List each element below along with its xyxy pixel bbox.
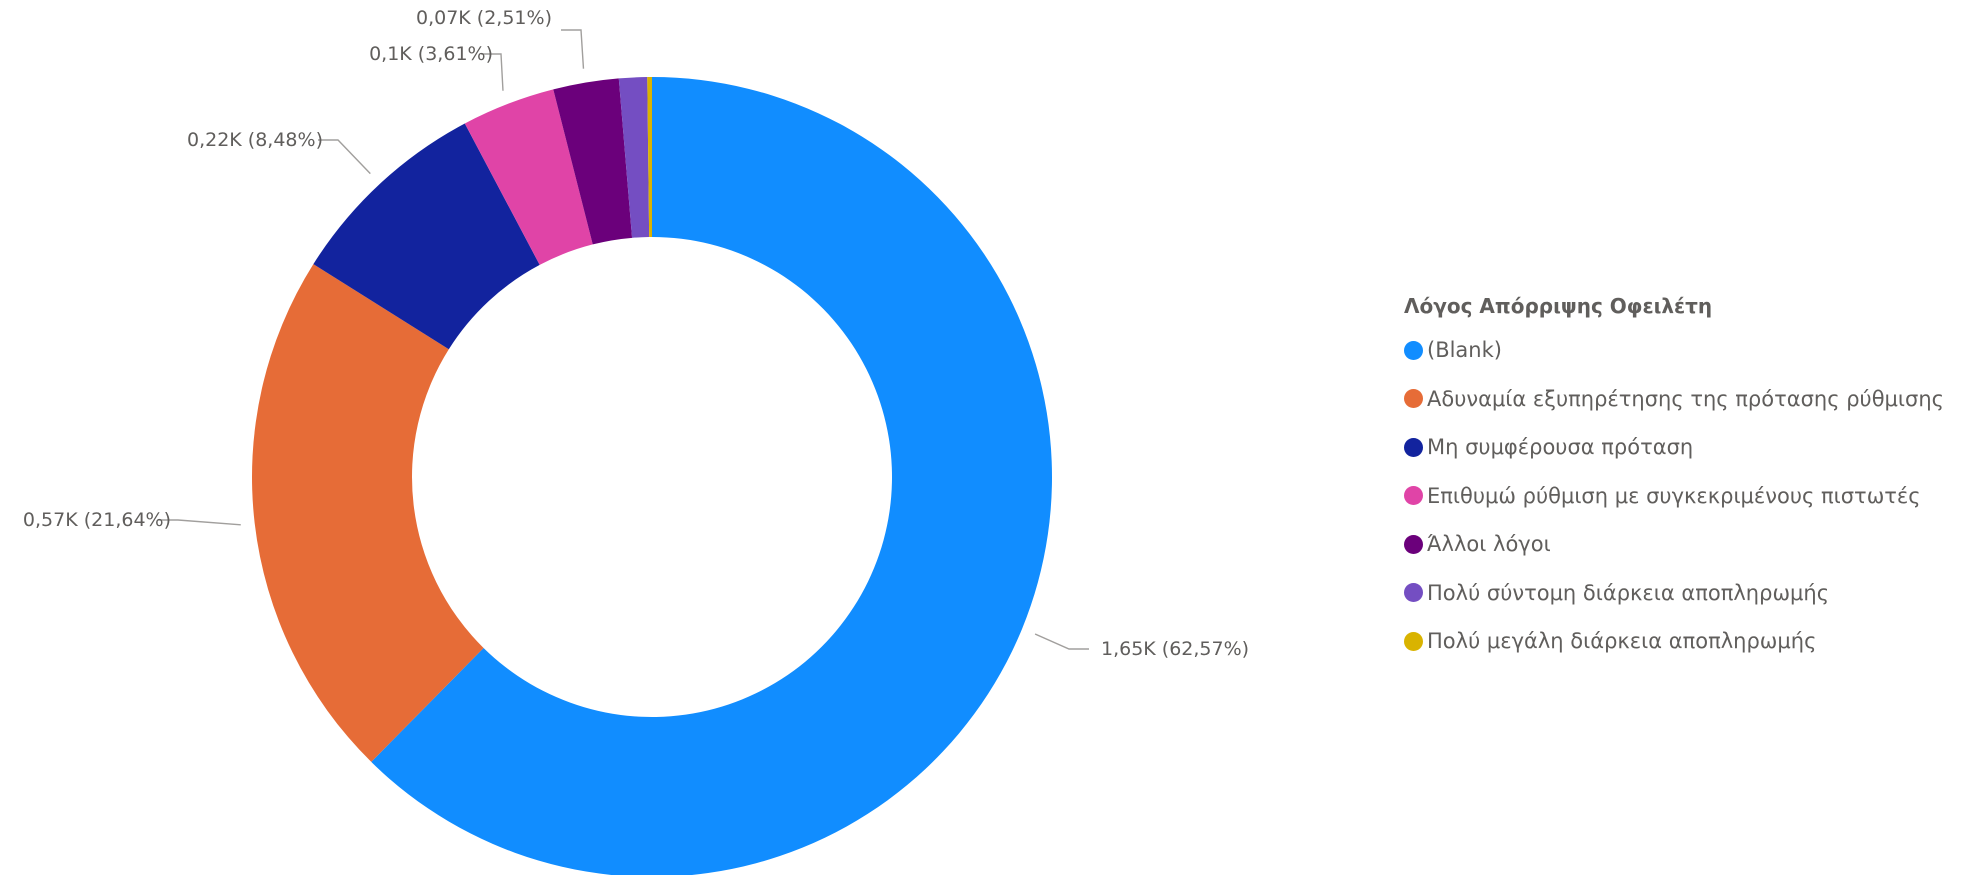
legend-item-5[interactable]: Πολύ σύντομη διάρκεια αποπληρωμής (1404, 569, 1944, 618)
legend-item-label: Αδυναμία εξυπηρέτησης της πρότασης ρύθμι… (1427, 386, 1944, 411)
donut-slice-3[interactable] (464, 89, 593, 265)
legend-marker-icon (1404, 583, 1423, 603)
data-label-0: 1,65K (62,57%) (1101, 638, 1249, 660)
legend-marker-icon (1404, 389, 1423, 409)
legend-marker-icon (1404, 631, 1423, 651)
leader-line-2 (318, 139, 371, 175)
data-label-2: 0,22K (8,48%) (187, 129, 323, 151)
legend-marker-icon (1404, 437, 1423, 457)
legend-item-4[interactable]: Άλλοι λόγοι (1404, 520, 1944, 569)
data-label-4: 0,07K (2,51%) (416, 7, 552, 29)
legend-title: Λόγος Απόρριψης Οφειλέτη (1404, 294, 1713, 318)
legend-item-3[interactable]: Επιθυμώ ρύθμιση με συγκεκριμένους πιστωτ… (1404, 472, 1944, 521)
legend-item-label: Επιθυμώ ρύθμιση με συγκεκριμένους πιστωτ… (1427, 483, 1921, 508)
legend-item-6[interactable]: Πολύ μεγάλη διάρκεια αποπληρωμής (1404, 617, 1944, 666)
legend-item-label: Πολύ μεγάλη διάρκεια αποπληρωμής (1427, 629, 1817, 654)
legend-marker-icon (1404, 534, 1423, 554)
donut-data-labels: 1,65K (62,57%) 0,57K (21,64%) 0,22K (8,48%… (23, 7, 1249, 660)
legend-item-label: Πολύ σύντομη διάρκεια αποπληρωμής (1427, 580, 1830, 605)
chart-legend: Λόγος Απόρριψης Οφειλέτη (Blank) Αδυναμία… (1404, 294, 1944, 666)
legend-marker-icon (1404, 486, 1423, 506)
leader-line-0 (1034, 633, 1089, 650)
donut-slice-2[interactable] (313, 123, 540, 350)
legend-item-label: (Blank) (1427, 338, 1502, 363)
donut-slice-6[interactable] (647, 77, 652, 238)
legend-item-1[interactable]: Αδυναμία εξυπηρέτησης της πρότασης ρύθμι… (1404, 375, 1944, 424)
legend-item-2[interactable]: Μη συμφέρουσα πρόταση (1404, 423, 1944, 472)
donut-slice-5[interactable] (618, 77, 650, 238)
legend-marker-icon (1404, 340, 1423, 360)
data-label-1: 0,57K (21,64%) (23, 509, 171, 531)
donut-slice-4[interactable] (553, 78, 633, 245)
data-label-3: 0,1K (3,61%) (369, 43, 493, 65)
donut-slice-1[interactable] (252, 264, 484, 762)
leader-line-1 (158, 519, 241, 526)
legend-items: (Blank) Αδυναμία εξυπηρέτησης της πρόταση… (1404, 326, 1944, 666)
leader-line-3 (481, 53, 504, 91)
legend-item-label: Μη συμφέρουσα πρόταση (1427, 435, 1694, 460)
leader-line-4 (561, 29, 585, 69)
donut-slice-0[interactable] (371, 77, 1052, 875)
legend-item-label: Άλλοι λόγοι (1427, 532, 1551, 557)
donut-slices (252, 77, 1052, 875)
legend-item-0[interactable]: (Blank) (1404, 326, 1944, 375)
